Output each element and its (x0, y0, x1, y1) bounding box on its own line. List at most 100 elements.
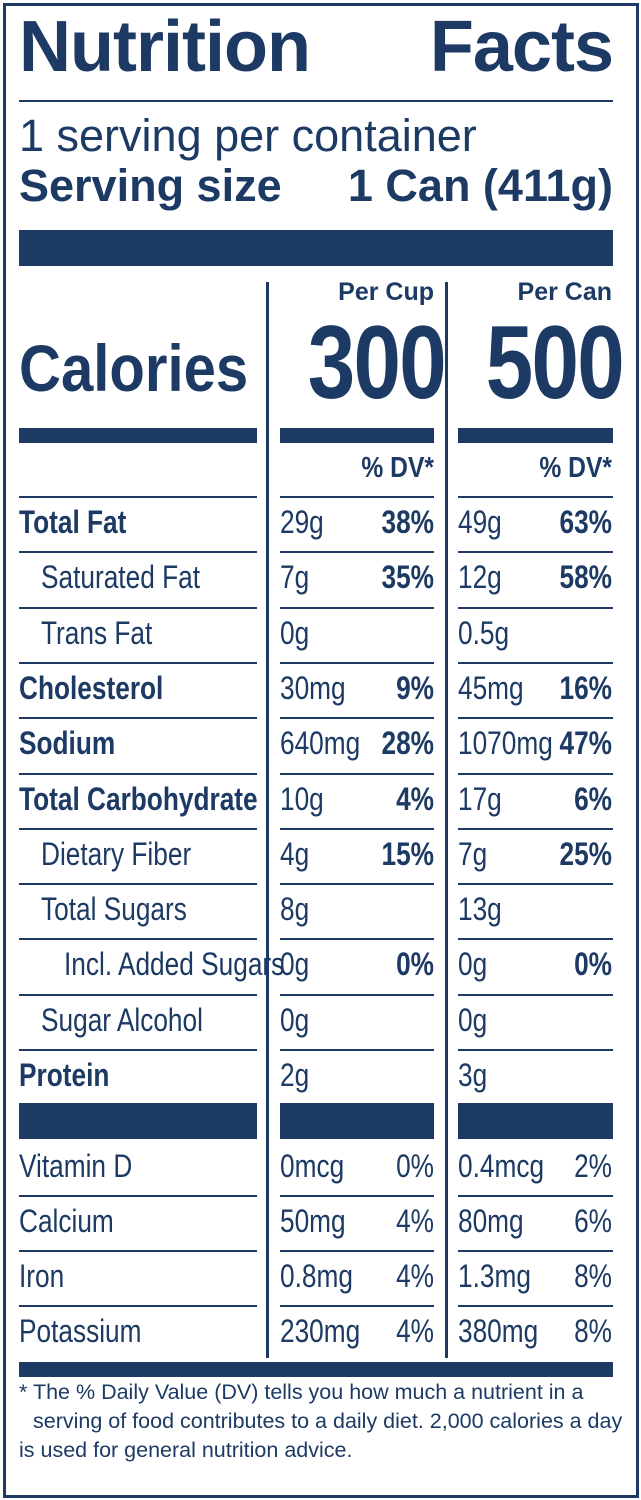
cup-amount: 0.8mg (280, 1258, 353, 1294)
title-facts: Facts (429, 7, 614, 87)
nutrient-label: Protein (19, 1057, 110, 1093)
column-divider-left (266, 282, 269, 1358)
nutrient-label: Sodium (19, 725, 116, 762)
cup-amount: 0g (280, 1001, 310, 1038)
can-amount: 49g (458, 504, 502, 540)
calories-bar-cup (280, 428, 434, 443)
can-daily-value: 6% (574, 1203, 612, 1239)
per-can-header: Per Can (517, 278, 612, 306)
row-rule (19, 993, 257, 996)
row-rule (19, 551, 257, 554)
cup-amount: 0g (280, 614, 310, 651)
can-amount: 0g (458, 1001, 488, 1038)
nutrient-label: Total Sugars (41, 891, 187, 928)
nutrient-row: Total Fat 29g 38% 49g 63% (0, 496, 641, 550)
cup-amount: 7g (280, 559, 310, 596)
cup-amount: 29g (280, 504, 324, 540)
cup-amount: 30mg (280, 669, 346, 706)
can-daily-value: 0% (574, 946, 612, 983)
can-amount: 3g (458, 1057, 488, 1093)
nutrient-label: Dietary Fiber (41, 835, 192, 872)
nutrient-label: Total Fat (19, 504, 127, 540)
row-rule (280, 606, 434, 609)
can-amount: 380mg (458, 1313, 539, 1349)
row-rule (280, 551, 434, 554)
cup-daily-value: 4% (396, 1203, 434, 1239)
nutrient-label: Trans Fat (41, 614, 153, 651)
row-rule (458, 883, 613, 886)
row-rule (19, 1305, 257, 1307)
row-rule (458, 1250, 613, 1252)
nutrient-label: Vitamin D (19, 1148, 133, 1184)
row-rule (458, 827, 613, 830)
row-rule (19, 606, 257, 609)
can-daily-value: 2% (574, 1148, 612, 1184)
row-rule (458, 993, 613, 996)
title-divider (19, 100, 613, 102)
row-rule (280, 717, 434, 720)
row-rule (280, 1049, 434, 1051)
nutrition-facts-title: Nutrition Facts (19, 6, 614, 88)
can-daily-value: 8% (574, 1258, 612, 1294)
row-rule (19, 661, 257, 664)
row-rule (280, 661, 434, 664)
cup-daily-value: 38% (381, 504, 434, 540)
footnote-line-2: serving of food contributes to a daily d… (33, 1409, 623, 1433)
per-cup-header: Per Cup (338, 278, 434, 306)
nutrient-label: Total Carbohydrate (19, 780, 258, 817)
row-rule (280, 938, 434, 941)
cup-daily-value: 4% (396, 780, 434, 817)
cup-amount: 2g (280, 1057, 310, 1093)
row-rule (19, 883, 257, 886)
row-rule (19, 938, 257, 941)
can-amount: 12g (458, 559, 502, 596)
can-amount: 13g (458, 891, 502, 928)
cup-daily-value: 4% (396, 1258, 434, 1294)
row-rule (280, 1250, 434, 1252)
vitamin-row: Potassium 230mg 4% 380mg 8% (0, 1305, 641, 1359)
can-amount: 1.3mg (458, 1258, 531, 1294)
can-amount: 0g (458, 946, 488, 983)
row-rule (458, 772, 613, 775)
nutrient-row: Sodium 640mg 28% 1070mg 47% (0, 717, 641, 771)
cup-daily-value: 4% (396, 1313, 434, 1349)
servings-per-container: 1 serving per container (19, 110, 477, 161)
footnote-line-3: is used for general nutrition advice. (19, 1438, 353, 1462)
can-amount: 0.4mcg (458, 1148, 545, 1184)
row-rule (458, 717, 613, 720)
nutrient-row: Saturated Fat 7g 35% 12g 58% (0, 551, 641, 605)
row-rule (280, 496, 434, 498)
can-amount: 80mg (458, 1203, 524, 1239)
row-rule (458, 606, 613, 609)
cup-daily-value: 15% (381, 835, 434, 872)
can-amount: 45mg (458, 669, 524, 706)
can-daily-value: 8% (574, 1313, 612, 1349)
vitamin-bar-cup (280, 1103, 434, 1139)
can-daily-value: 47% (559, 725, 612, 762)
cup-daily-value: 9% (396, 669, 434, 706)
calories-bar-label (19, 428, 257, 443)
thick-divider-top (19, 230, 613, 266)
nutrient-label: Sugar Alcohol (41, 1001, 203, 1038)
cup-amount: 230mg (280, 1313, 361, 1349)
dv-header-can: % DV* (539, 452, 612, 484)
row-rule (19, 1049, 257, 1051)
nutrient-row: Sugar Alcohol 0g 0g (0, 993, 641, 1048)
cup-daily-value: 0% (396, 946, 434, 983)
cup-amount: 0g (280, 946, 310, 983)
row-rule (458, 1305, 613, 1307)
can-daily-value: 6% (574, 780, 612, 817)
can-daily-value: 58% (559, 559, 612, 596)
dv-header-cup: % DV* (361, 452, 434, 484)
cup-amount: 8g (280, 891, 310, 928)
row-rule (458, 1195, 613, 1197)
vitamin-row: Vitamin D 0mcg 0% 0.4mcg 2% (0, 1140, 641, 1194)
nutrient-label: Iron (19, 1258, 65, 1294)
can-amount: 1070mg (458, 725, 553, 762)
can-daily-value: 16% (559, 669, 612, 706)
row-rule (280, 772, 434, 775)
can-daily-value: 63% (559, 504, 612, 540)
nutrient-label: Calcium (19, 1203, 114, 1239)
cup-amount: 4g (280, 835, 310, 872)
footnote-line-1: * The % Daily Value (DV) tells you how m… (19, 1380, 584, 1404)
